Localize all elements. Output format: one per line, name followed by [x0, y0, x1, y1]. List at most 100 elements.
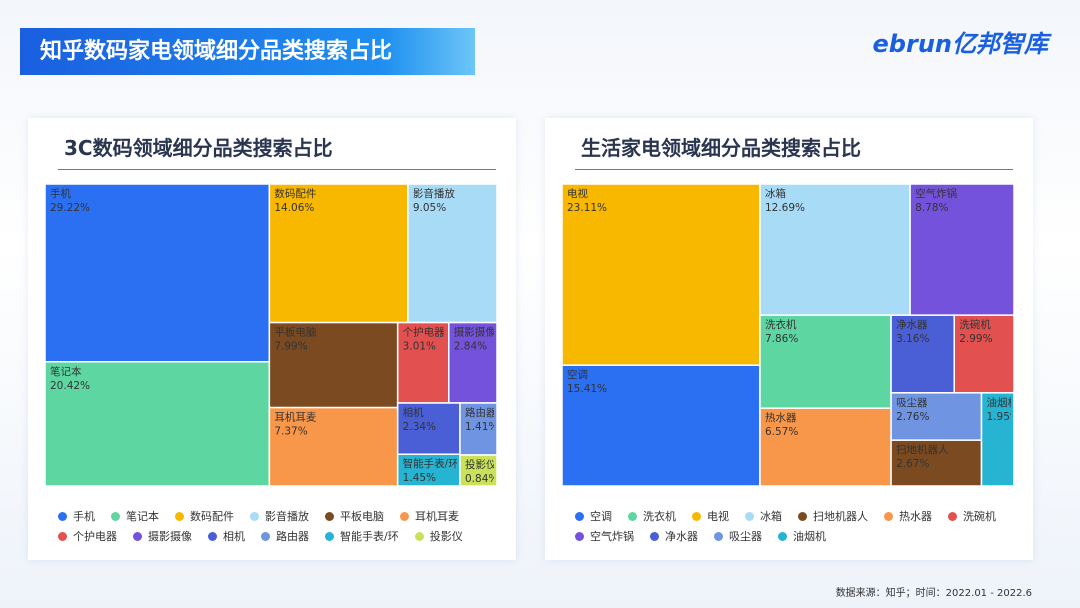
treemap-cell: [396, 402, 461, 455]
legend-item: 路由器: [261, 528, 309, 544]
treemap-cell: [561, 183, 761, 366]
treemap-cell: [561, 364, 761, 487]
legend-item: 冰箱: [745, 508, 782, 524]
title-rule: [58, 169, 496, 170]
cell-value: 7.37%: [274, 426, 307, 438]
legend-label: 耳机耳麦: [415, 510, 459, 523]
cell-label: 投影仪: [465, 458, 497, 471]
cell-label: 净水器: [896, 318, 928, 331]
legend-item: 数码配件: [175, 508, 234, 524]
cell-value: 29.22%: [50, 202, 90, 214]
chart-card: 生活家电领域细分品类搜索占比电视 23.11% 空调 15.41% 冰箱 12.69% 空气…: [545, 118, 1033, 560]
cell-label: 空气炸锅: [915, 187, 957, 200]
legend-item: 智能手表/环: [325, 528, 399, 544]
cell-label: 空调: [567, 368, 588, 381]
cell-label: 笔记本: [50, 365, 82, 378]
chart-card: 3C数码领域细分品类搜索占比 手机 29.22% 笔记本 20.42% 数码配件 14.06…: [28, 118, 516, 560]
treemap-cell: [459, 402, 498, 456]
cell-value: 15.41%: [567, 383, 607, 395]
legend-swatch: [58, 531, 67, 541]
treemap-cell: [44, 183, 271, 363]
legend-item: 洗碗机: [948, 508, 996, 524]
treemap: 手机 29.22% 笔记本 20.42% 数码配件 14.06% 影音播放 9.05% 平板电脑…: [44, 183, 498, 487]
cell-value: 6.57%: [765, 426, 798, 438]
cell-value: 2.34%: [403, 421, 436, 433]
treemap-cell: [759, 314, 892, 409]
cell-label: 影音播放: [413, 187, 455, 200]
legend-label: 手机: [73, 510, 95, 523]
title-rule: [575, 169, 1013, 170]
cell-value: 2.67%: [896, 458, 929, 470]
treemap-cell: [890, 439, 983, 487]
cell-value: 2.99%: [959, 333, 992, 345]
cell-value: 2.84%: [454, 341, 487, 353]
legend-label: 洗碗机: [963, 510, 996, 523]
treemap-cell: [407, 183, 498, 324]
cell-label: 手机: [50, 187, 71, 200]
treemap-cell: [909, 183, 1015, 316]
legend-label: 净水器: [665, 530, 698, 543]
cell-label: 智能手表/环: [403, 457, 459, 470]
legend-item: 洗衣机: [628, 508, 676, 524]
treemap-cell: [759, 183, 911, 316]
legend-swatch: [948, 511, 957, 521]
treemap-cell: [759, 407, 892, 487]
cell-value: 12.69%: [765, 202, 805, 214]
legend-item: 电视: [692, 508, 729, 524]
legend-swatch: [111, 511, 120, 521]
legend-swatch: [250, 511, 259, 521]
treemap-cell: [980, 392, 1015, 487]
legend-swatch: [884, 511, 893, 521]
legend: 空调 洗衣机 电视 冰箱 扫地机器人 热水器 洗碗机 空气炸锅 净水器 吸尘器 油烟机: [575, 508, 1019, 544]
cell-value: 2.76%: [896, 411, 929, 423]
legend-swatch: [325, 531, 334, 541]
legend-label: 空气炸锅: [590, 530, 634, 543]
legend-label: 笔记本: [126, 510, 159, 523]
chart-title: 生活家电领域细分品类搜索占比: [581, 136, 861, 160]
legend-swatch: [325, 511, 334, 521]
cell-value: 3.16%: [896, 333, 929, 345]
legend-swatch: [133, 531, 142, 541]
treemap-cell: [890, 314, 955, 394]
cell-value: 23.11%: [567, 202, 607, 214]
treemap-cell: [268, 321, 399, 409]
cell-label: 热水器: [765, 411, 797, 424]
legend-label: 油烟机: [793, 530, 826, 543]
cell-label: 摄影摄像: [454, 326, 496, 339]
legend-swatch: [778, 531, 787, 541]
cell-label: 冰箱: [765, 187, 786, 200]
cell-value: 1.41%: [465, 421, 498, 433]
legend: 手机 笔记本 数码配件 影音播放 平板电脑 耳机耳麦 个护电器 摄影摄像 相机 路由器 智能手表/环…: [58, 508, 502, 544]
legend-item: 油烟机: [778, 528, 826, 544]
cell-label: 路由器: [465, 406, 497, 419]
legend-label: 智能手表/环: [340, 530, 399, 543]
legend-swatch: [208, 531, 217, 541]
legend-item: 净水器: [650, 528, 698, 544]
legend-label: 扫地机器人: [813, 510, 868, 523]
legend-item: 平板电脑: [325, 508, 384, 524]
cell-label: 耳机耳麦: [274, 411, 316, 424]
treemap-cell: [459, 454, 498, 487]
legend-label: 空调: [590, 510, 612, 523]
legend-label: 吸尘器: [729, 530, 762, 543]
cell-label: 数码配件: [274, 187, 316, 200]
legend-item: 投影仪: [414, 528, 463, 544]
legend-item: 扫地机器人: [798, 508, 868, 524]
legend-item: 手机: [58, 508, 95, 524]
legend-label: 影音播放: [265, 510, 309, 523]
treemap-cell: [268, 183, 409, 324]
legend-swatch: [798, 511, 807, 521]
cell-value: 1.45%: [403, 472, 436, 484]
cell-label: 平板电脑: [274, 326, 316, 339]
cell-value: 1.95%: [987, 411, 1020, 423]
legend-swatch: [58, 511, 67, 521]
legend-swatch: [575, 531, 584, 541]
cell-label: 电视: [567, 187, 588, 200]
legend-label: 冰箱: [760, 510, 782, 523]
cell-value: 14.06%: [274, 202, 314, 214]
legend-item: 影音播放: [250, 508, 309, 524]
source-note: 数据来源：知乎；时间：2022.01 - 2022.6: [835, 588, 1032, 599]
cell-value: 7.99%: [274, 341, 307, 353]
legend-item: 耳机耳麦: [400, 508, 459, 524]
